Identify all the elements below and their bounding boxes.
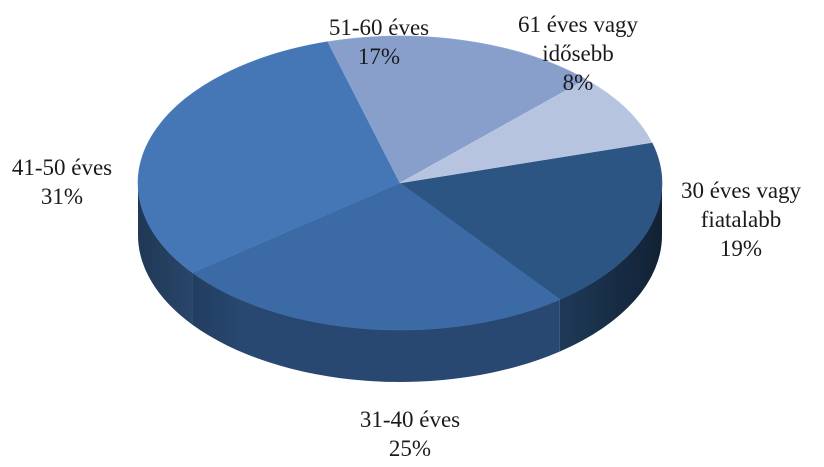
slice-label-41-50: 41-50 éves 31% [3,153,121,211]
slice-value-51-60: 17% [357,44,401,69]
slice-top-51-60 [327,35,587,184]
slice-label-31-40-line1: 31-40 éves [359,407,461,432]
slice-label-61-or-older: 61 éves vagy idősebb 8% [494,10,662,97]
slice-label-51-60-line1: 51-60 éves [328,15,430,40]
slice-label-51-60: 51-60 éves 17% [314,13,444,71]
slice-value-61-or-older: 8% [562,70,594,95]
slice-label-30-or-younger-line2: fiatalabb [700,207,782,232]
slice-label-30-or-younger: 30 éves vagy fiatalabb 19% [660,176,822,263]
pie-top-faces [137,35,663,331]
slice-label-41-50-line1: 41-50 éves [11,155,113,180]
slice-label-61-or-older-line1: 61 éves vagy [517,12,639,37]
slice-label-30-or-younger-line1: 30 éves vagy [680,178,802,203]
slice-top-61-or-older [399,79,653,184]
slice-label-31-40: 31-40 éves 25% [355,405,465,463]
slice-value-30-or-younger: 19% [719,236,763,261]
slice-value-31-40: 25% [388,436,432,461]
slice-label-61-or-older-line2: idősebb [542,41,614,66]
slice-top-31-40 [191,182,561,331]
slice-top-41-50 [137,41,401,274]
pie-side-shading [138,183,662,382]
slice-value-41-50: 31% [40,184,84,209]
slice-top-30-or-younger [399,142,663,300]
